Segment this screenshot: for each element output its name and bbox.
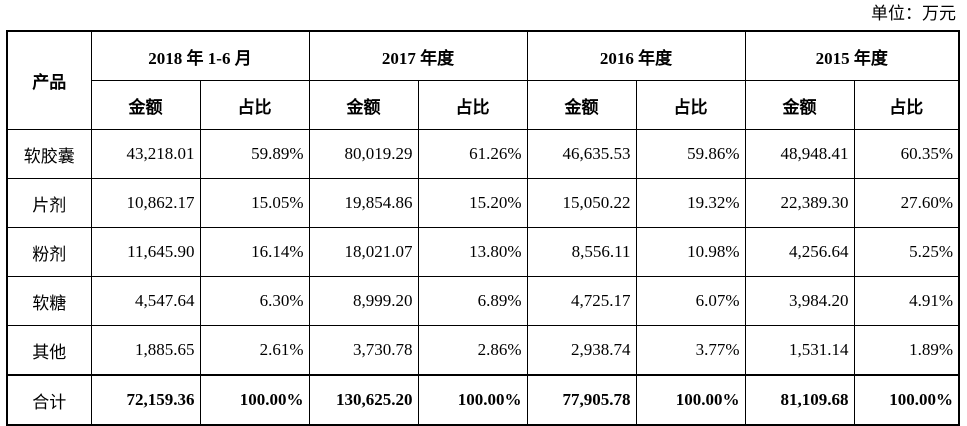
- product-column-header: 产品: [6, 30, 92, 130]
- period-header: 2017 年度: [308, 30, 528, 81]
- ratio-cell: 3.77%: [635, 325, 746, 376]
- unit-note: 单位：万元: [871, 4, 956, 23]
- ratio-cell: 27.60%: [853, 178, 960, 228]
- ratio-header: 占比: [853, 80, 960, 130]
- period-header: 2015 年度: [744, 30, 960, 81]
- amount-cell: 77,905.78: [526, 374, 637, 426]
- ratio-cell: 1.89%: [853, 325, 960, 376]
- ratio-header: 占比: [635, 80, 746, 130]
- amount-cell: 8,556.11: [526, 227, 637, 277]
- ratio-cell: 59.89%: [199, 129, 310, 179]
- amount-cell: 43,218.01: [90, 129, 201, 179]
- product-name: 软糖: [6, 276, 92, 326]
- amount-header: 金额: [526, 80, 637, 130]
- metric-header-row: 金额 占比 金额 占比 金额 占比 金额 占比: [7, 80, 960, 130]
- product-name: 其他: [6, 325, 92, 376]
- total-row: 合计 72,159.36 100.00% 130,625.20 100.00% 77,90…: [6, 374, 960, 426]
- amount-cell: 4,725.17: [526, 276, 637, 326]
- table-row: 软糖 4,547.64 6.30% 8,999.20 6.89% 4,725.17 6.07…: [6, 276, 960, 326]
- ratio-cell: 2.86%: [417, 325, 528, 376]
- period-header-row: 产品 2018 年 1-6 月 2017 年度 2016 年度 2015 年度: [6, 30, 960, 130]
- amount-cell: 19,854.86: [308, 178, 419, 228]
- ratio-cell: 6.07%: [635, 276, 746, 326]
- table-row: 软胶囊 43,218.01 59.89% 80,019.29 61.26% 46,635.…: [6, 129, 960, 179]
- ratio-header: 占比: [417, 80, 528, 130]
- ratio-cell: 19.32%: [635, 178, 746, 228]
- table-row: 粉剂 11,645.90 16.14% 18,021.07 13.80% 8,556.11…: [6, 227, 960, 277]
- amount-cell: 80,019.29: [308, 129, 419, 179]
- ratio-cell: 100.00%: [417, 374, 528, 426]
- amount-cell: 22,389.30: [744, 178, 855, 228]
- amount-header: 金额: [308, 80, 419, 130]
- amount-cell: 3,984.20: [744, 276, 855, 326]
- amount-cell: 48,948.41: [744, 129, 855, 179]
- product-name: 片剂: [6, 178, 92, 228]
- ratio-cell: 2.61%: [199, 325, 310, 376]
- amount-cell: 18,021.07: [308, 227, 419, 277]
- ratio-cell: 6.89%: [417, 276, 528, 326]
- ratio-cell: 4.91%: [853, 276, 960, 326]
- product-name: 软胶囊: [6, 129, 92, 179]
- amount-cell: 72,159.36: [90, 374, 201, 426]
- table-row: 片剂 10,862.17 15.05% 19,854.86 15.20% 15,050.2…: [6, 178, 960, 228]
- amount-cell: 4,256.64: [744, 227, 855, 277]
- ratio-cell: 13.80%: [417, 227, 528, 277]
- ratio-cell: 59.86%: [635, 129, 746, 179]
- period-header: 2016 年度: [526, 30, 746, 81]
- ratio-cell: 6.30%: [199, 276, 310, 326]
- amount-cell: 130,625.20: [308, 374, 419, 426]
- product-name: 粉剂: [6, 227, 92, 277]
- ratio-cell: 61.26%: [417, 129, 528, 179]
- ratio-cell: 5.25%: [853, 227, 960, 277]
- amount-header: 金额: [90, 80, 201, 130]
- ratio-cell: 15.20%: [417, 178, 528, 228]
- amount-cell: 81,109.68: [744, 374, 855, 426]
- ratio-cell: 60.35%: [853, 129, 960, 179]
- ratio-cell: 100.00%: [853, 374, 960, 426]
- amount-cell: 11,645.90: [90, 227, 201, 277]
- amount-cell: 2,938.74: [526, 325, 637, 376]
- amount-cell: 1,531.14: [744, 325, 855, 376]
- period-header: 2018 年 1-6 月: [90, 30, 310, 81]
- amount-cell: 15,050.22: [526, 178, 637, 228]
- ratio-header: 占比: [199, 80, 310, 130]
- amount-cell: 4,547.64: [90, 276, 201, 326]
- table-row: 其他 1,885.65 2.61% 3,730.78 2.86% 2,938.74 3.77…: [6, 325, 960, 376]
- amount-cell: 1,885.65: [90, 325, 201, 376]
- ratio-cell: 100.00%: [199, 374, 310, 426]
- ratio-cell: 100.00%: [635, 374, 746, 426]
- ratio-cell: 10.98%: [635, 227, 746, 277]
- total-label: 合计: [6, 374, 92, 426]
- amount-cell: 10,862.17: [90, 178, 201, 228]
- ratio-cell: 16.14%: [199, 227, 310, 277]
- table-body: 软胶囊 43,218.01 59.89% 80,019.29 61.26% 46,635.…: [6, 129, 960, 426]
- amount-cell: 8,999.20: [308, 276, 419, 326]
- ratio-cell: 15.05%: [199, 178, 310, 228]
- amount-header: 金额: [744, 80, 855, 130]
- product-revenue-table: 产品 2018 年 1-6 月 2017 年度 2016 年度 2015 年度 …: [6, 30, 961, 426]
- amount-cell: 46,635.53: [526, 129, 637, 179]
- amount-cell: 3,730.78: [308, 325, 419, 376]
